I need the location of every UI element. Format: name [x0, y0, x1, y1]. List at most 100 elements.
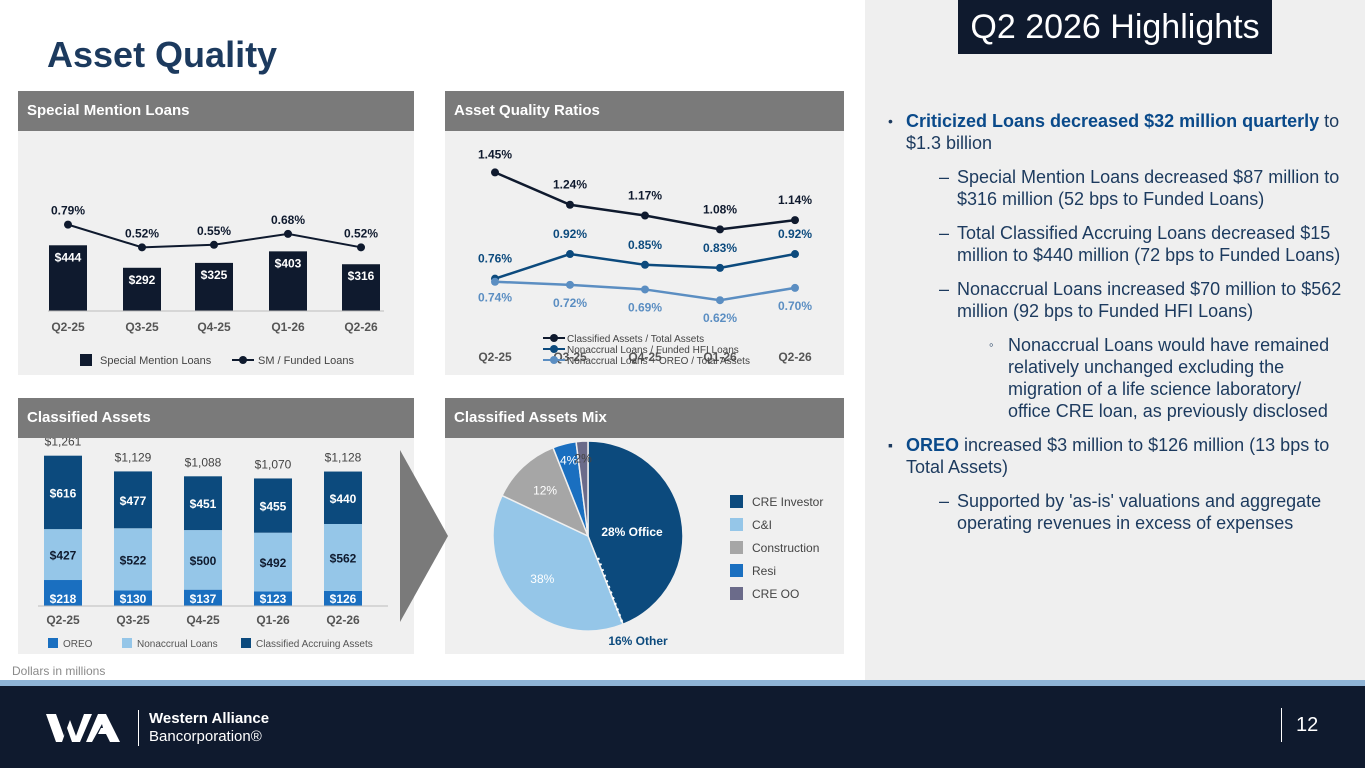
pie-legend-label: CRE OO: [752, 587, 799, 601]
pie-annotation: 16% Other: [608, 634, 668, 648]
highlight-bullet-level-3: ◦ Nonaccrual Loans would have remained re…: [888, 334, 1348, 422]
sm-bar: [342, 264, 380, 311]
classified-total-label: $1,070: [255, 457, 292, 471]
ratio-point: [491, 277, 499, 286]
sm-x-tick: Q3-25: [125, 320, 159, 334]
bullet-text: Total Classified Accruing Loans decrease…: [957, 223, 1341, 265]
classified-segment-label: $126: [330, 592, 357, 606]
mix-header: Classified Assets Mix: [445, 398, 844, 438]
classified-header: Classified Assets: [18, 398, 414, 438]
classified-segment: [44, 529, 82, 581]
ratios-header: Asset Quality Ratios: [445, 91, 844, 131]
classified-total-label: $1,261: [45, 438, 82, 449]
highlights-bullets: • Criticized Loans decreased $32 million …: [888, 110, 1348, 546]
ratio-legend-marker: [550, 334, 558, 342]
classified-segment-label: $123: [260, 592, 287, 606]
ratio-legend-marker: [550, 345, 558, 353]
ratio-point: [716, 296, 724, 305]
ratio-label: 0.70%: [778, 299, 812, 313]
ratio-label: 0.74%: [478, 291, 512, 305]
asset-quality-ratios-panel: Asset Quality Ratios 1.45% 1.24% 1.17% 1.08…: [445, 91, 844, 375]
chevron-arrow-icon: [400, 450, 448, 622]
classified-legend-label: Nonaccrual Loans: [137, 639, 218, 650]
bullet-marker: –: [939, 167, 950, 187]
sm-bar: [269, 251, 307, 311]
ratio-point: [641, 260, 649, 269]
classified-x-tick: Q4-25: [186, 613, 220, 627]
ratio-point: [491, 168, 499, 177]
bullet-text: increased $3 million to $126 million (13…: [906, 435, 1330, 477]
highlights-column: [865, 0, 1365, 680]
classified-segment-label: $616: [50, 486, 77, 500]
sm-legend-label: Special Mention Loans: [100, 355, 212, 367]
footer-stripe: [0, 680, 1365, 686]
highlight-bullet-level-2: – Supported by 'as-is' valuations and agg…: [888, 490, 1348, 534]
classified-legend-swatch: [122, 638, 132, 648]
logo-line-2: Bancorporation®: [149, 728, 262, 745]
classified-segment-label: $451: [190, 497, 217, 511]
ratio-x-tick: Q1-26: [703, 350, 737, 364]
pie-legend-swatch: [730, 518, 743, 531]
classified-segment: [184, 530, 222, 590]
logo-wordmark: Western Alliance Bancorporation®: [138, 710, 269, 746]
sm-legend-marker: [239, 356, 247, 364]
page-title: Asset Quality: [47, 34, 278, 75]
classified-segment: [254, 478, 292, 533]
classified-total-label: $1,129: [115, 450, 152, 464]
pie-slice-label: 38%: [530, 572, 554, 586]
ratio-point: [566, 200, 574, 209]
ratio-x-tick: Q4-25: [628, 350, 662, 364]
sm-ratio-label: 0.68%: [271, 213, 305, 227]
bullet-marker: ▪: [888, 437, 893, 453]
ratio-point: [791, 216, 799, 225]
pie-legend-label: C&I: [752, 518, 772, 532]
classified-mix-chart: 38% 12% 4%2% 28% Office 16% Other CRE Investo…: [492, 440, 823, 648]
page-number-divider: [1281, 708, 1282, 742]
ratio-label: 0.83%: [703, 241, 737, 255]
sm-ratio-label: 0.52%: [344, 226, 378, 240]
ratio-label: 0.72%: [553, 296, 587, 310]
special-mention-chart: $444 Q2-25 $292 Q3-25 $325 Q4-25 $403 Q1-26 $316…: [48, 204, 384, 367]
classified-segment-label: $455: [260, 500, 287, 514]
sm-ratio-point: [284, 229, 292, 238]
pie-slice-label: 2%: [574, 451, 592, 465]
sm-ratio-point: [64, 220, 72, 229]
highlights-badge: Q2 2026 Highlights: [958, 0, 1272, 54]
special-mention-header: Special Mention Loans: [18, 91, 414, 131]
classified-segment-label: $500: [190, 554, 217, 568]
footer: Western Alliance Bancorporation® 12: [0, 686, 1365, 768]
highlight-bullet-level-2: – Nonaccrual Loans increased $70 million …: [888, 278, 1348, 322]
ratio-point: [566, 280, 574, 289]
pie-legend-label: CRE Investor: [752, 495, 823, 509]
sm-bar-label: $316: [348, 269, 375, 283]
classified-legend-swatch: [48, 638, 58, 648]
sm-x-tick: Q4-25: [197, 320, 231, 334]
highlight-bullet-level-2: – Total Classified Accruing Loans decreas…: [888, 222, 1348, 266]
ratio-label: 1.45%: [478, 147, 512, 161]
bullet-text: to $1.3 billion: [906, 111, 1340, 153]
sm-x-tick: Q1-26: [271, 320, 305, 334]
sm-ratio-label: 0.52%: [125, 226, 159, 240]
company-logo: Western Alliance Bancorporation®: [46, 710, 269, 746]
classified-segment: [324, 590, 362, 606]
ratio-point: [641, 211, 649, 220]
bullet-bold-text: Criticized Loans decreased $32 million q…: [906, 111, 1320, 131]
sm-ratio-point: [138, 243, 146, 252]
sm-bar-label: $444: [55, 250, 82, 264]
bullet-marker: –: [939, 223, 950, 243]
bullet-marker: ◦: [989, 337, 994, 352]
classified-x-tick: Q2-26: [326, 613, 360, 627]
ratio-point: [641, 285, 649, 294]
ratio-label: 1.14%: [778, 193, 812, 207]
classified-segment: [114, 471, 152, 529]
sm-bar-label: $403: [275, 256, 302, 270]
ratio-x-tick: Q2-26: [778, 350, 812, 364]
classified-segment: [44, 455, 82, 530]
classified-segment: [254, 591, 292, 606]
bullet-marker: •: [888, 113, 893, 129]
highlight-bullet-level-1: ▪ OREO increased $3 million to $126 milli…: [888, 434, 1348, 478]
ratio-x-tick: Q2-25: [478, 350, 512, 364]
classified-mix-panel: Classified Assets Mix 38% 12% 4% 2% 28% Offi…: [445, 398, 844, 654]
classified-x-tick: Q3-25: [116, 613, 150, 627]
ratio-point: [791, 283, 799, 292]
